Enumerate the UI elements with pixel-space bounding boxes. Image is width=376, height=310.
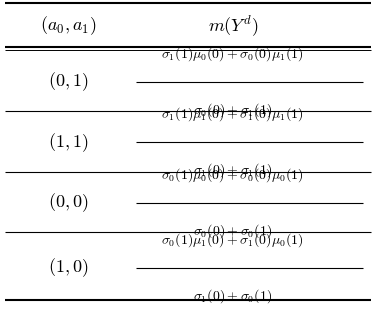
Text: $\sigma_0(1)\mu_0(0)+\sigma_0(0)\mu_0(1)$: $\sigma_0(1)\mu_0(0)+\sigma_0(0)\mu_0(1)… (161, 166, 304, 184)
Text: $m(Y^d)$: $m(Y^d)$ (208, 13, 258, 38)
Text: $(1, 0)$: $(1, 0)$ (49, 257, 89, 279)
Text: $(a_0, a_1)$: $(a_0, a_1)$ (40, 14, 97, 37)
Text: $(1, 1)$: $(1, 1)$ (49, 131, 89, 154)
Text: $\sigma_1(0)+\sigma_1(1)$: $\sigma_1(0)+\sigma_1(1)$ (193, 162, 272, 179)
Text: $\sigma_0(0)+\sigma_0(1)$: $\sigma_0(0)+\sigma_0(1)$ (193, 222, 272, 240)
Text: $\sigma_0(1)\mu_1(0)+\sigma_1(0)\mu_0(1)$: $\sigma_0(1)\mu_1(0)+\sigma_1(0)\mu_0(1)… (161, 231, 304, 249)
Text: $\sigma_1(1)\mu_1(0)+\sigma_1(0)\mu_1(1)$: $\sigma_1(1)\mu_1(0)+\sigma_1(0)\mu_1(1)… (161, 105, 304, 123)
Text: $(0, 0)$: $(0, 0)$ (49, 192, 89, 214)
Text: $\sigma_1(1)\mu_0(0)+\sigma_0(0)\mu_1(1)$: $\sigma_1(1)\mu_0(0)+\sigma_0(0)\mu_1(1)… (161, 45, 304, 63)
Text: $\sigma_1(0)+\sigma_0(1)$: $\sigma_1(0)+\sigma_0(1)$ (193, 287, 272, 305)
Text: $(0, 1)$: $(0, 1)$ (49, 70, 89, 93)
Text: $\sigma_0(0)+\sigma_1(1)$: $\sigma_0(0)+\sigma_1(1)$ (193, 101, 272, 118)
